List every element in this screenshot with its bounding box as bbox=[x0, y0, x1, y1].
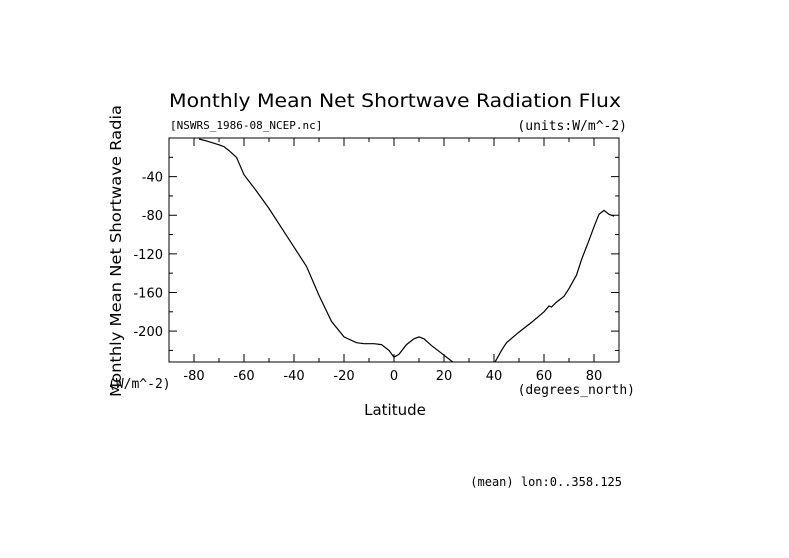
x-tick-label: -20 bbox=[333, 369, 354, 384]
y-tick-label: -160 bbox=[133, 286, 163, 301]
chart-subtitle-units: (units:W/m^-2) bbox=[517, 119, 627, 134]
x-tick-label: -80 bbox=[183, 369, 204, 384]
footer-note: (mean) lon:0..358.125 bbox=[470, 475, 622, 489]
series-line bbox=[198, 138, 615, 362]
x-tick-label: 0 bbox=[390, 369, 398, 384]
y-tick-label: -80 bbox=[142, 209, 163, 224]
x-axis-label: Latitude bbox=[364, 401, 426, 419]
x-axis-units: (degrees_north) bbox=[518, 383, 635, 398]
x-tick-label: 80 bbox=[586, 369, 603, 384]
y-tick-label: -200 bbox=[133, 325, 163, 340]
x-tick-label: -60 bbox=[233, 369, 254, 384]
y-axis-units: (W/m^-2) bbox=[108, 377, 171, 392]
x-tick-label: 40 bbox=[486, 369, 503, 384]
y-axis-label: Monthly Mean Net Shortwave Radia bbox=[107, 105, 125, 397]
chart-title: Monthly Mean Net Shortwave Radiation Flu… bbox=[169, 90, 621, 112]
x-tick-label: 20 bbox=[436, 369, 453, 384]
y-tick-label: -40 bbox=[142, 171, 163, 186]
plot-frame bbox=[168, 137, 620, 363]
y-axis-ticks: -40 -80 -120 -160 -200 bbox=[133, 137, 619, 351]
y-tick-label: -120 bbox=[133, 248, 163, 263]
x-tick-label: -40 bbox=[283, 369, 304, 384]
chart-subtitle-file: [NSWRS_1986-08_NCEP.nc] bbox=[170, 119, 322, 132]
x-axis-ticks: -80 -60 -40 -20 0 20 40 60 80 bbox=[168, 138, 620, 384]
x-tick-label: 60 bbox=[536, 369, 553, 384]
